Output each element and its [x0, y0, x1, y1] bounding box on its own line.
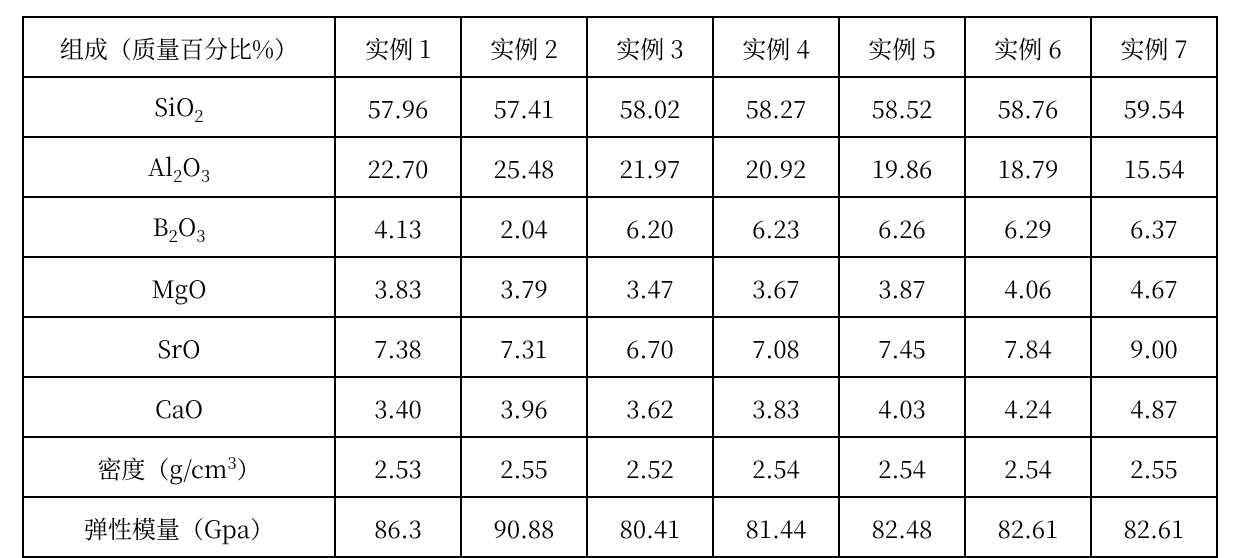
col-header-ex4: 实例 4: [713, 17, 839, 77]
col-header-ex7: 实例 7: [1091, 17, 1217, 77]
data-cell: 7.38: [335, 317, 461, 377]
data-cell: 57.96: [335, 77, 461, 137]
data-cell: 3.67: [713, 257, 839, 317]
data-cell: 58.52: [839, 77, 965, 137]
data-cell: 18.79: [965, 137, 1091, 197]
col-header-ex5: 实例 5: [839, 17, 965, 77]
data-cell: 82.61: [965, 497, 1091, 557]
col-header-ex6: 实例 6: [965, 17, 1091, 77]
table-row: CaO3.403.963.623.834.034.244.87: [23, 377, 1217, 437]
data-cell: 3.83: [713, 377, 839, 437]
data-cell: 59.54: [1091, 77, 1217, 137]
data-cell: 15.54: [1091, 137, 1217, 197]
data-cell: 6.70: [587, 317, 713, 377]
row-label: 密度（g/cm3）: [23, 437, 335, 497]
col-header-composition: 组成（质量百分比%）: [23, 17, 335, 77]
data-cell: 6.29: [965, 197, 1091, 257]
row-label: SiO2: [23, 77, 335, 137]
composition-table: 组成（质量百分比%） 实例 1 实例 2 实例 3 实例 4 实例 5 实例 6…: [22, 16, 1218, 558]
row-label: B2O3: [23, 197, 335, 257]
data-cell: 2.55: [1091, 437, 1217, 497]
data-cell: 4.06: [965, 257, 1091, 317]
data-cell: 22.70: [335, 137, 461, 197]
table-header-row: 组成（质量百分比%） 实例 1 实例 2 实例 3 实例 4 实例 5 实例 6…: [23, 17, 1217, 77]
data-cell: 7.31: [461, 317, 587, 377]
data-cell: 21.97: [587, 137, 713, 197]
data-cell: 25.48: [461, 137, 587, 197]
table-row: 密度（g/cm3）2.532.552.522.542.542.542.55: [23, 437, 1217, 497]
data-cell: 4.13: [335, 197, 461, 257]
data-cell: 3.62: [587, 377, 713, 437]
data-cell: 7.84: [965, 317, 1091, 377]
data-cell: 4.87: [1091, 377, 1217, 437]
data-cell: 2.04: [461, 197, 587, 257]
table-row: Al2O322.7025.4821.9720.9219.8618.7915.54: [23, 137, 1217, 197]
data-cell: 2.54: [965, 437, 1091, 497]
data-cell: 58.02: [587, 77, 713, 137]
table-body: SiO257.9657.4158.0258.2758.5258.7659.54A…: [23, 77, 1217, 557]
data-cell: 9.00: [1091, 317, 1217, 377]
data-cell: 6.26: [839, 197, 965, 257]
col-header-ex3: 实例 3: [587, 17, 713, 77]
data-cell: 4.03: [839, 377, 965, 437]
data-cell: 4.67: [1091, 257, 1217, 317]
data-cell: 81.44: [713, 497, 839, 557]
data-cell: 7.45: [839, 317, 965, 377]
data-cell: 3.83: [335, 257, 461, 317]
data-cell: 7.08: [713, 317, 839, 377]
data-cell: 3.96: [461, 377, 587, 437]
table-row: SrO7.387.316.707.087.457.849.00: [23, 317, 1217, 377]
data-cell: 2.54: [839, 437, 965, 497]
data-cell: 6.37: [1091, 197, 1217, 257]
row-label: CaO: [23, 377, 335, 437]
row-label: Al2O3: [23, 137, 335, 197]
data-cell: 6.20: [587, 197, 713, 257]
row-label: MgO: [23, 257, 335, 317]
data-cell: 4.24: [965, 377, 1091, 437]
data-cell: 82.61: [1091, 497, 1217, 557]
data-cell: 20.92: [713, 137, 839, 197]
data-cell: 58.76: [965, 77, 1091, 137]
data-cell: 2.55: [461, 437, 587, 497]
data-cell: 2.52: [587, 437, 713, 497]
row-label: SrO: [23, 317, 335, 377]
table-row: SiO257.9657.4158.0258.2758.5258.7659.54: [23, 77, 1217, 137]
data-cell: 90.88: [461, 497, 587, 557]
data-cell: 86.3: [335, 497, 461, 557]
col-header-ex1: 实例 1: [335, 17, 461, 77]
row-label: 弹性模量（Gpa）: [23, 497, 335, 557]
data-cell: 2.54: [713, 437, 839, 497]
table-row: B2O34.132.046.206.236.266.296.37: [23, 197, 1217, 257]
data-cell: 3.47: [587, 257, 713, 317]
data-cell: 82.48: [839, 497, 965, 557]
data-cell: 6.23: [713, 197, 839, 257]
data-cell: 19.86: [839, 137, 965, 197]
data-cell: 80.41: [587, 497, 713, 557]
data-cell: 58.27: [713, 77, 839, 137]
table-row: 弹性模量（Gpa）86.390.8880.4181.4482.4882.6182…: [23, 497, 1217, 557]
data-cell: 2.53: [335, 437, 461, 497]
table-row: MgO3.833.793.473.673.874.064.67: [23, 257, 1217, 317]
data-cell: 3.87: [839, 257, 965, 317]
col-header-ex2: 实例 2: [461, 17, 587, 77]
data-cell: 3.79: [461, 257, 587, 317]
data-cell: 57.41: [461, 77, 587, 137]
data-cell: 3.40: [335, 377, 461, 437]
